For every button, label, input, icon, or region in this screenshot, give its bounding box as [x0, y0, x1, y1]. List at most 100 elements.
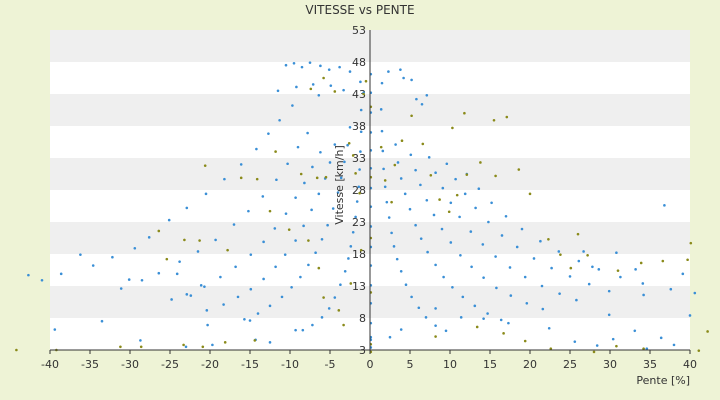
data-point	[388, 335, 392, 339]
data-point	[182, 343, 185, 347]
data-point	[379, 145, 383, 149]
data-point	[440, 227, 444, 231]
data-point	[327, 68, 331, 71]
data-point	[140, 278, 144, 282]
data-point	[549, 347, 553, 351]
data-point	[249, 287, 253, 291]
data-point	[417, 306, 421, 310]
data-point	[357, 185, 361, 189]
data-point	[686, 258, 689, 262]
data-point	[311, 165, 314, 169]
data-point	[591, 265, 594, 269]
data-point	[520, 227, 524, 231]
data-point	[329, 84, 333, 87]
data-point	[349, 245, 353, 248]
data-point	[319, 64, 322, 68]
data-point	[351, 154, 355, 157]
data-point	[379, 108, 383, 111]
data-point	[410, 114, 413, 118]
data-point	[611, 337, 615, 341]
data-point	[442, 275, 445, 279]
data-point	[358, 191, 361, 195]
data-point	[322, 76, 325, 80]
x-tick-label: -35	[81, 358, 99, 371]
data-point	[206, 323, 209, 327]
data-point	[434, 307, 437, 310]
data-point	[320, 316, 324, 319]
data-point	[185, 293, 189, 296]
data-point	[465, 173, 469, 176]
data-point	[492, 118, 496, 122]
x-tick-label: 40	[683, 358, 697, 371]
y-tick-label: 8	[359, 312, 366, 325]
data-point	[441, 186, 445, 190]
data-point	[410, 78, 413, 82]
data-point	[399, 269, 403, 273]
data-point	[133, 246, 137, 250]
data-point	[420, 102, 424, 106]
y-tick-label: 23	[352, 216, 366, 229]
data-point	[127, 278, 131, 281]
data-point	[147, 236, 151, 239]
data-point	[239, 176, 243, 180]
data-point	[434, 263, 437, 267]
data-point	[575, 298, 578, 302]
data-point	[387, 70, 390, 73]
y-tick-label: 18	[352, 248, 366, 261]
data-point	[278, 118, 281, 122]
data-point	[481, 243, 485, 246]
data-point	[255, 147, 258, 151]
data-point	[306, 131, 309, 135]
data-point	[517, 168, 521, 171]
data-point	[395, 257, 399, 261]
data-point	[473, 304, 477, 308]
data-point	[203, 285, 206, 288]
data-point	[381, 149, 385, 153]
data-point	[170, 298, 173, 301]
data-point	[59, 272, 63, 276]
data-point	[317, 93, 321, 97]
data-point	[414, 223, 417, 227]
data-point	[364, 79, 368, 83]
data-point	[421, 142, 425, 146]
data-point	[249, 253, 253, 256]
data-point	[444, 329, 448, 333]
data-point	[292, 61, 296, 65]
data-point	[354, 172, 357, 175]
data-point	[291, 104, 294, 107]
x-tick-label: 15	[483, 358, 497, 371]
data-point	[487, 220, 490, 224]
data-point	[261, 195, 265, 198]
x-tick-label: 20	[523, 358, 537, 371]
data-point	[339, 176, 343, 180]
data-point	[119, 345, 122, 349]
data-point	[333, 296, 337, 299]
data-point	[274, 150, 277, 153]
x-tick-label: -30	[121, 358, 139, 371]
data-point	[79, 253, 82, 256]
data-point	[204, 192, 208, 196]
data-point	[383, 179, 387, 182]
data-point	[248, 319, 252, 322]
data-point	[322, 296, 325, 299]
data-point	[343, 269, 347, 273]
data-point	[661, 259, 665, 263]
data-point	[315, 176, 319, 180]
x-tick-label: -25	[161, 358, 179, 371]
data-point	[383, 185, 387, 189]
data-point	[337, 309, 341, 312]
x-tick-label: -15	[241, 358, 259, 371]
data-point	[523, 275, 527, 279]
data-point	[669, 287, 673, 291]
data-point	[253, 339, 257, 342]
data-point	[475, 325, 479, 329]
data-point	[455, 193, 459, 197]
data-point	[619, 275, 622, 279]
y-tick-label: 43	[352, 88, 366, 101]
data-point	[641, 282, 645, 285]
data-point	[284, 63, 288, 67]
data-point	[358, 168, 361, 171]
data-point	[642, 293, 645, 297]
data-point	[509, 294, 513, 297]
x-axis-title: Pente [%]	[636, 374, 690, 387]
